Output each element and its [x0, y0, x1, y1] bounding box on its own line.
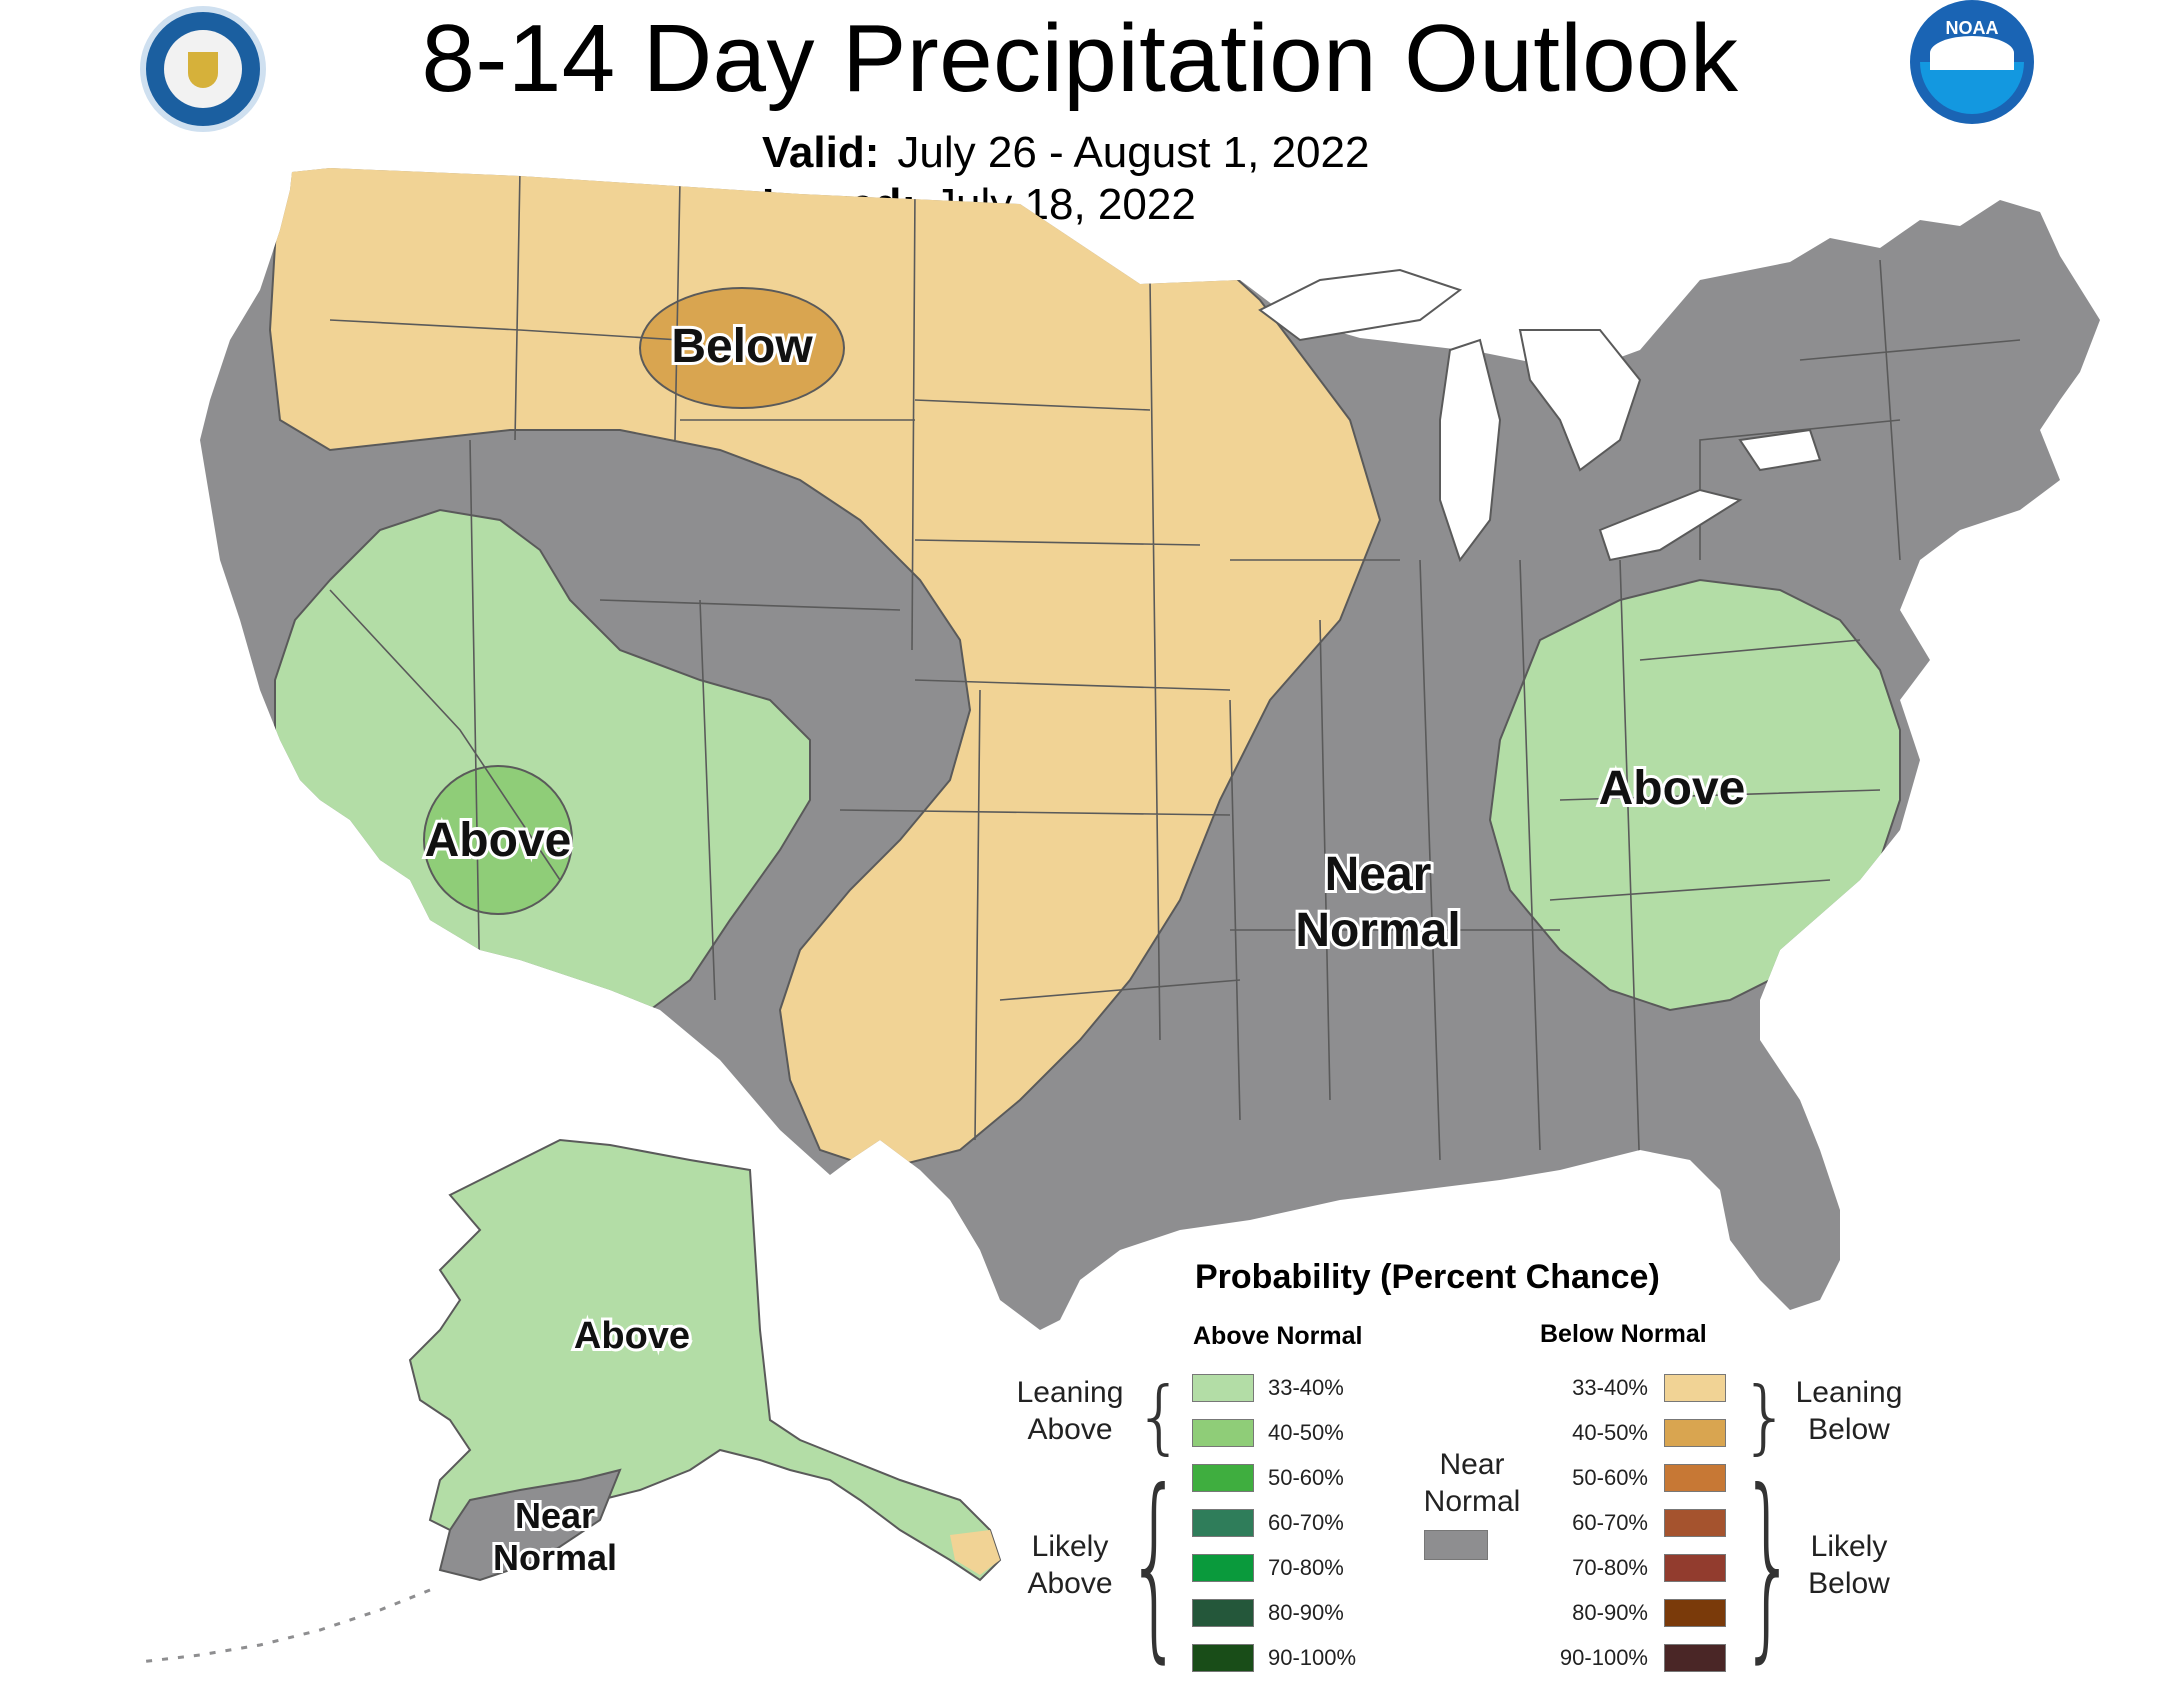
alaska-leaning-below-region — [950, 1530, 1000, 1575]
legend-below-range-label: 40-50% — [1572, 1420, 1648, 1445]
legend-above-range-label: 40-50% — [1268, 1420, 1344, 1445]
label-above-east: Above — [1599, 762, 1746, 815]
legend-above-range-label: 50-60% — [1268, 1465, 1344, 1490]
likely-below-line1: Likely — [1810, 1530, 1888, 1563]
legend-near-normal-swatch — [1424, 1530, 1488, 1560]
label-near-normal-alaska-line2: Normal — [493, 1537, 617, 1578]
legend-below-range-label: 60-70% — [1572, 1510, 1648, 1535]
valid-label: Valid: — [762, 128, 880, 177]
legend-likely-above-label: Likely Above — [1002, 1528, 1138, 1602]
lake-superior — [1258, 268, 1463, 342]
legend-title: Probability (Percent Chance) — [1195, 1258, 1660, 1296]
label-above-west: Above — [425, 814, 572, 867]
leaning-below-line1: Leaning — [1795, 1376, 1903, 1409]
legend-above-range-label: 70-80% — [1268, 1555, 1344, 1580]
legend-below-range-label: 50-60% — [1572, 1465, 1648, 1490]
legend-leaning-above-label: Leaning Above — [1002, 1374, 1138, 1448]
lake-ontario — [1738, 428, 1822, 472]
legend-above-swatch — [1192, 1374, 1254, 1402]
legend-below-range-label: 90-100% — [1559, 1645, 1648, 1670]
legend-above-range-label: 80-90% — [1268, 1600, 1344, 1625]
label-near-normal-line1: Near — [1325, 848, 1432, 901]
legend-above-swatch — [1192, 1509, 1254, 1537]
likely-above-line2: Above — [1027, 1567, 1113, 1600]
legend-below-swatch — [1664, 1419, 1726, 1447]
legend-above-swatch — [1192, 1419, 1254, 1447]
legend-below-swatch — [1664, 1509, 1726, 1537]
likely-below-brace-icon: } — [1740, 1448, 1798, 1681]
leaning-below-brace-icon: } — [1740, 1370, 1791, 1463]
lake-erie — [1598, 488, 1743, 562]
leaning-above-brace-icon: { — [1134, 1370, 1185, 1463]
legend-above-header: Above Normal — [1193, 1322, 1363, 1350]
legend-above-range-label: 90-100% — [1268, 1645, 1357, 1670]
legend-below-swatch — [1664, 1554, 1726, 1582]
legend-below-swatch — [1664, 1644, 1726, 1672]
legend-above-range-label: 60-70% — [1268, 1510, 1344, 1535]
leaning-above-line1: Leaning — [1016, 1376, 1124, 1409]
label-below-north: Below — [671, 320, 813, 373]
legend-below-range-label: 33-40% — [1572, 1375, 1648, 1400]
lake-michigan — [1439, 338, 1502, 563]
legend-near-normal-line2: Normal — [1423, 1485, 1521, 1518]
legend-above-swatch — [1192, 1554, 1254, 1582]
valid-value: July 26 - August 1, 2022 — [897, 128, 1370, 177]
alaska-near-normal-region — [438, 1468, 622, 1582]
noaa-logo-text: NOAA — [1945, 18, 1999, 38]
leaning-above-line2: Above — [1027, 1413, 1113, 1446]
likely-above-brace-icon: { — [1126, 1448, 1184, 1681]
legend-near-normal-line1: Near — [1439, 1448, 1505, 1481]
legend-above-range-label: 33-40% — [1268, 1375, 1344, 1400]
noaa-logo-icon: NOAA — [1910, 0, 2034, 124]
legend-below-swatch — [1664, 1599, 1726, 1627]
state-boundaries — [329, 169, 2021, 1181]
lake-huron — [1518, 329, 1642, 472]
legend-above-swatch — [1192, 1644, 1254, 1672]
legend-below-header: Below Normal — [1540, 1320, 1707, 1348]
leaning-below-region — [268, 168, 1382, 1172]
legend-above-swatch — [1192, 1464, 1254, 1492]
commerce-seal-icon — [140, 6, 266, 132]
below-40-50-region — [639, 287, 845, 409]
label-near-normal-line2: Normal — [1295, 904, 1460, 957]
legend-below-range-label: 80-90% — [1572, 1600, 1648, 1625]
legend-likely-below-label: Likely Below — [1774, 1528, 1924, 1602]
alaska — [139, 1138, 1002, 1664]
alaska-above-region — [408, 1138, 1002, 1582]
great-lakes — [1258, 268, 1822, 563]
conus — [200, 168, 2100, 1330]
aleutian-islands — [139, 1588, 431, 1664]
valid-dates: Valid: July 26 - August 1, 2022 — [762, 128, 1369, 178]
page-title: 8-14 Day Precipitation Outlook — [421, 5, 1739, 112]
label-above-alaska: Above — [574, 1315, 690, 1357]
legend-near-normal-label: Near Normal — [1420, 1446, 1524, 1520]
label-near-normal-alaska-line1: Near — [515, 1495, 595, 1536]
likely-below-line2: Below — [1808, 1567, 1890, 1600]
above-40-50-region — [423, 765, 573, 915]
legend-leaning-below-label: Leaning Below — [1774, 1374, 1924, 1448]
legend-below-swatch — [1664, 1464, 1726, 1492]
legend-below-range-label: 70-80% — [1572, 1555, 1648, 1580]
legend-below-swatch — [1664, 1374, 1726, 1402]
leaning-below-line2: Below — [1808, 1413, 1890, 1446]
legend-above-swatch — [1192, 1599, 1254, 1627]
likely-above-line1: Likely — [1031, 1530, 1109, 1563]
